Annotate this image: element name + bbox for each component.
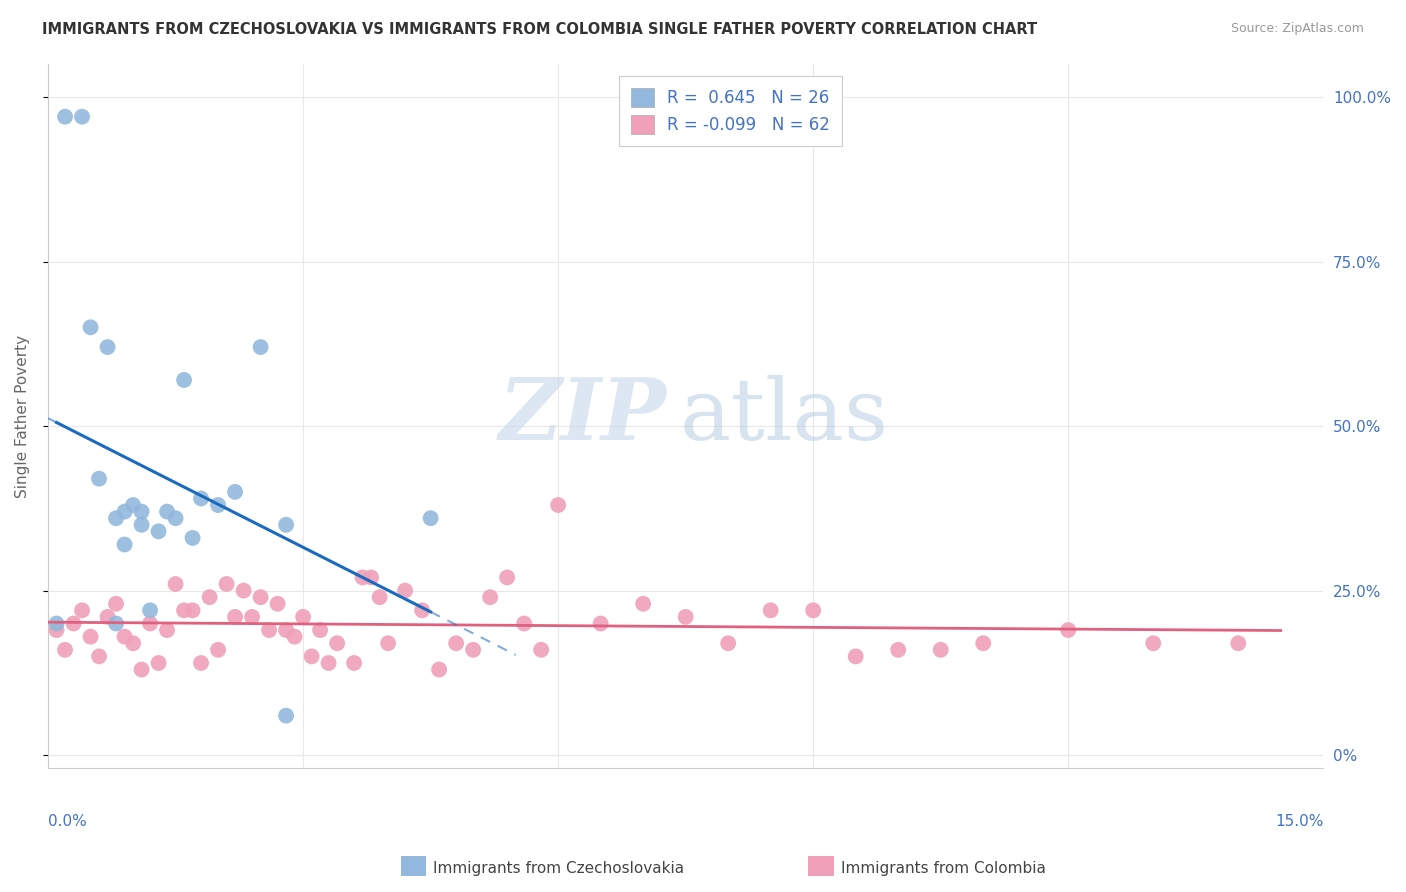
Point <box>148 656 170 670</box>
Point <box>479 590 502 604</box>
Point <box>352 570 374 584</box>
Point <box>139 603 162 617</box>
Text: Immigrants from Colombia: Immigrants from Colombia <box>841 862 1046 876</box>
Point <box>156 623 179 637</box>
Point <box>232 583 254 598</box>
Point <box>394 583 416 598</box>
Point <box>292 610 315 624</box>
Point <box>70 603 93 617</box>
Point <box>496 570 519 584</box>
Point <box>131 517 153 532</box>
Point <box>463 643 485 657</box>
Point <box>427 663 450 677</box>
Text: atlas: atlas <box>679 375 889 458</box>
Point <box>156 505 179 519</box>
Point <box>190 656 212 670</box>
Point <box>368 590 391 604</box>
Point <box>105 511 128 525</box>
Text: 15.0%: 15.0% <box>1275 814 1323 829</box>
Point <box>444 636 467 650</box>
Point <box>1227 636 1250 650</box>
Point <box>224 484 246 499</box>
Point <box>87 649 110 664</box>
Point <box>887 643 910 657</box>
Legend: R =  0.645   N = 26, R = -0.099   N = 62: R = 0.645 N = 26, R = -0.099 N = 62 <box>619 76 842 146</box>
Point <box>105 616 128 631</box>
Point <box>411 603 433 617</box>
Point <box>547 498 569 512</box>
Text: IMMIGRANTS FROM CZECHOSLOVAKIA VS IMMIGRANTS FROM COLOMBIA SINGLE FATHER POVERTY: IMMIGRANTS FROM CZECHOSLOVAKIA VS IMMIGR… <box>42 22 1038 37</box>
Point <box>79 630 101 644</box>
Point <box>224 610 246 624</box>
Point <box>131 505 153 519</box>
Point <box>274 517 297 532</box>
Point <box>122 636 145 650</box>
Point <box>377 636 399 650</box>
Point <box>198 590 221 604</box>
Point <box>173 603 195 617</box>
Point <box>343 656 366 670</box>
Point <box>114 537 136 551</box>
Point <box>79 320 101 334</box>
Point <box>274 623 297 637</box>
Point <box>972 636 994 650</box>
Point <box>181 531 204 545</box>
Point <box>249 340 271 354</box>
Point <box>284 630 307 644</box>
Point <box>148 524 170 539</box>
Point <box>589 616 612 631</box>
Point <box>845 649 868 664</box>
Point <box>318 656 340 670</box>
Point <box>181 603 204 617</box>
Point <box>301 649 323 664</box>
Point <box>45 623 67 637</box>
Point <box>513 616 536 631</box>
Text: ZIP: ZIP <box>499 375 666 458</box>
Point <box>131 663 153 677</box>
Point <box>70 110 93 124</box>
Point <box>165 511 187 525</box>
Point <box>631 597 654 611</box>
Point <box>419 511 441 525</box>
Point <box>530 643 553 657</box>
Text: Immigrants from Czechoslovakia: Immigrants from Czechoslovakia <box>433 862 685 876</box>
Point <box>326 636 349 650</box>
Point <box>249 590 271 604</box>
Point <box>929 643 952 657</box>
Point <box>53 110 76 124</box>
Point <box>207 643 229 657</box>
Point <box>62 616 84 631</box>
Point <box>215 577 238 591</box>
Point <box>45 616 67 631</box>
Point <box>139 616 162 631</box>
Y-axis label: Single Father Poverty: Single Father Poverty <box>15 334 30 498</box>
Point <box>165 577 187 591</box>
Point <box>190 491 212 506</box>
Point <box>87 472 110 486</box>
Point <box>114 630 136 644</box>
Point <box>173 373 195 387</box>
Point <box>266 597 288 611</box>
Point <box>801 603 824 617</box>
Point <box>97 610 120 624</box>
Point <box>360 570 382 584</box>
Text: Source: ZipAtlas.com: Source: ZipAtlas.com <box>1230 22 1364 36</box>
Point <box>759 603 782 617</box>
Point <box>122 498 145 512</box>
Point <box>207 498 229 512</box>
Point <box>240 610 263 624</box>
Point <box>53 643 76 657</box>
Point <box>97 340 120 354</box>
Point <box>257 623 280 637</box>
Point <box>1057 623 1080 637</box>
Point <box>105 597 128 611</box>
Point <box>114 505 136 519</box>
Text: 0.0%: 0.0% <box>48 814 87 829</box>
Point <box>675 610 697 624</box>
Point <box>274 708 297 723</box>
Point <box>717 636 740 650</box>
Point <box>309 623 332 637</box>
Point <box>1142 636 1164 650</box>
